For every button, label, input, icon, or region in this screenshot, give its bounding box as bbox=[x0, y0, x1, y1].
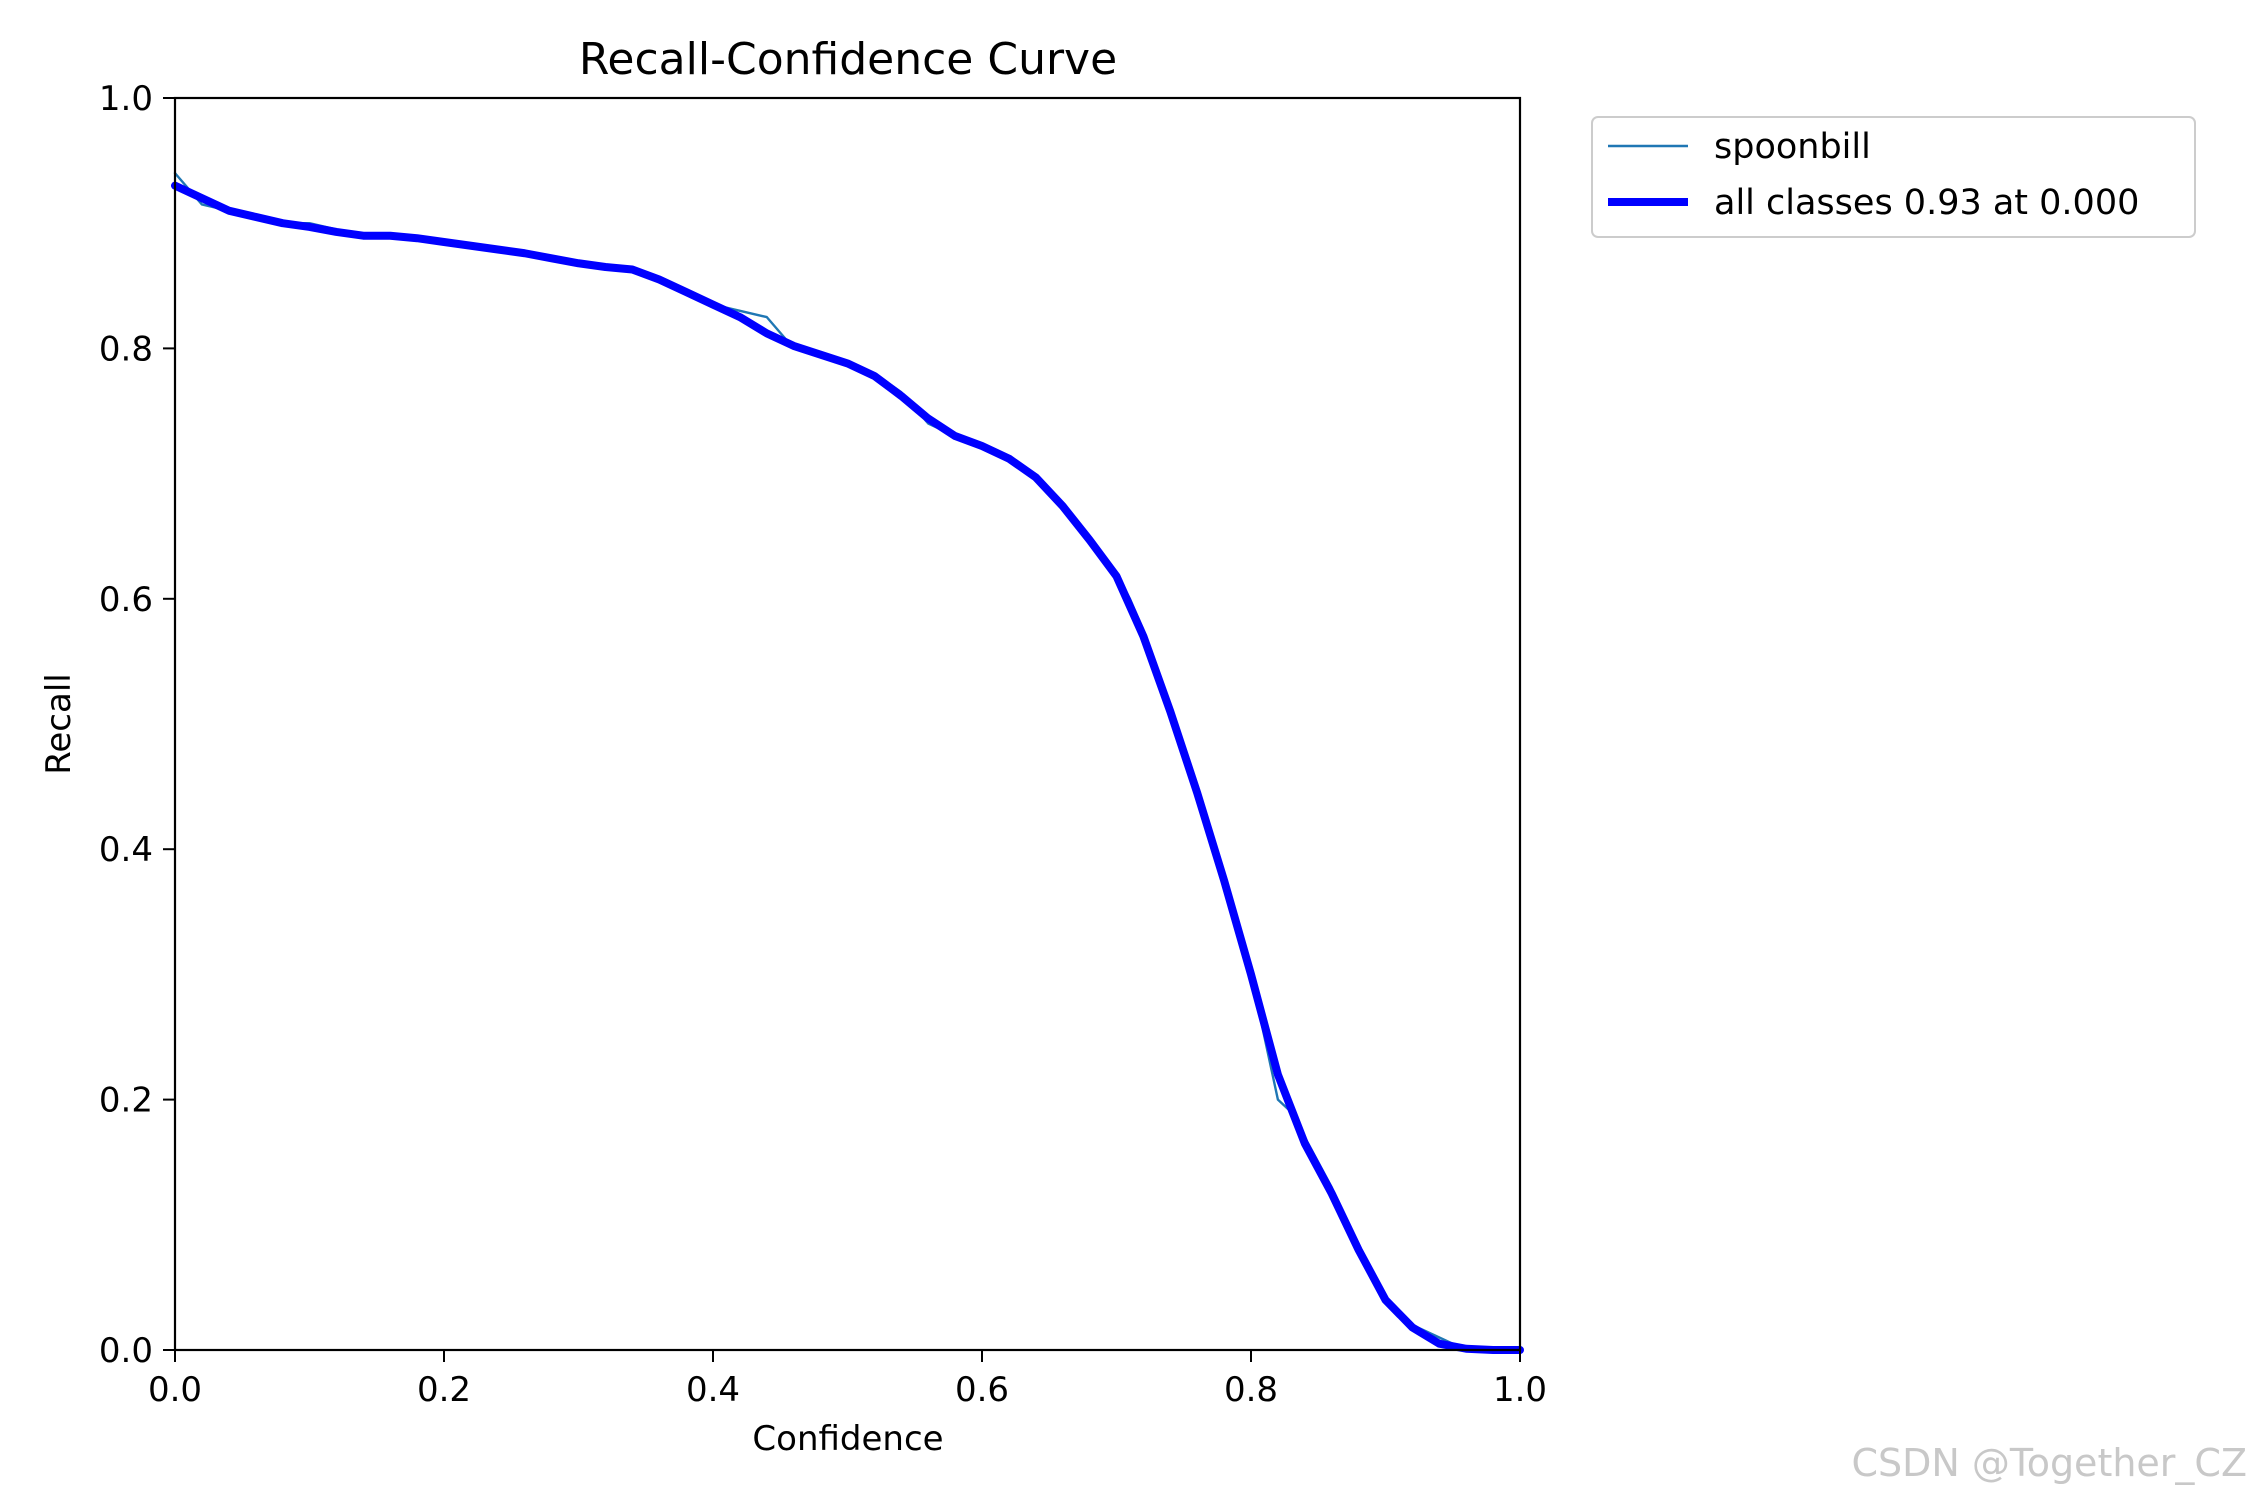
x-axis-label: Confidence bbox=[752, 1419, 943, 1459]
x-axis-ticks: 0.0 0.2 0.4 0.6 0.8 1.0 bbox=[148, 1350, 1547, 1410]
x-tick-label: 0.2 bbox=[417, 1370, 471, 1410]
y-tick-label: 0.8 bbox=[99, 329, 153, 369]
y-tick-label: 1.0 bbox=[99, 79, 153, 119]
x-tick-label: 0.0 bbox=[148, 1370, 202, 1410]
x-tick-label: 0.4 bbox=[686, 1370, 740, 1410]
y-tick-label: 0.6 bbox=[99, 580, 153, 620]
series-line-all-classes bbox=[171, 181, 1524, 1354]
plot-area-frame bbox=[173, 96, 1522, 1352]
legend-label-all-classes: all classes 0.93 at 0.000 bbox=[1714, 183, 2139, 223]
legend-label-spoonbill: spoonbill bbox=[1714, 127, 1871, 167]
x-tick-label: 1.0 bbox=[1493, 1370, 1547, 1410]
y-axis-label: Recall bbox=[39, 673, 79, 774]
series-layer bbox=[171, 171, 1524, 1354]
watermark: CSDN @Together_CZ bbox=[1852, 1441, 2247, 1485]
y-tick-label: 0.4 bbox=[99, 830, 153, 870]
x-tick-label: 0.8 bbox=[1224, 1370, 1278, 1410]
legend: spoonbill all classes 0.93 at 0.000 bbox=[1591, 116, 2196, 238]
y-axis-ticks: 0.0 0.2 0.4 0.6 0.8 1.0 bbox=[99, 79, 175, 1371]
chart-title: Recall-Confidence Curve bbox=[579, 34, 1117, 85]
y-tick-label: 0.0 bbox=[99, 1331, 153, 1371]
y-tick-label: 0.2 bbox=[99, 1081, 153, 1121]
legend-frame bbox=[1591, 116, 2196, 238]
x-tick-label: 0.6 bbox=[955, 1370, 1009, 1410]
